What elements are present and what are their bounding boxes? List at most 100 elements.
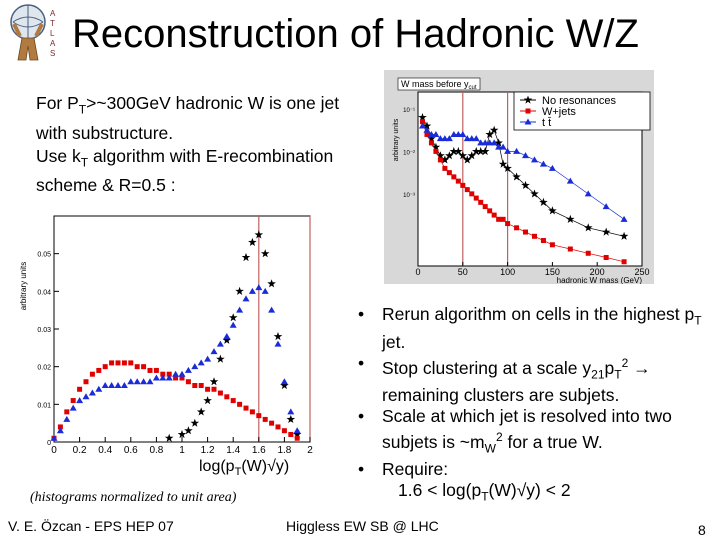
plot1-point <box>262 416 268 422</box>
plot2-point <box>513 147 521 154</box>
plot1-point <box>217 390 223 396</box>
plot2-point <box>472 135 480 142</box>
bullet-1: • Rerun algorithm on cells in the highest… <box>358 304 702 352</box>
plot2-point <box>472 146 481 156</box>
plot2-point <box>463 155 472 164</box>
plot1-point <box>256 413 262 419</box>
plot2-point <box>460 182 466 188</box>
plot1-point <box>56 427 64 434</box>
plot1-point <box>114 382 122 388</box>
plot1-point <box>88 389 96 396</box>
plot2-point <box>503 163 512 172</box>
ysplit-histogram: 0 0.2 0.4 0.6 0.8 1 1.2 1.4 1.6 1.8 2 0 0.01 0.02 0.03… <box>19 215 313 456</box>
plot1-point <box>205 386 211 392</box>
intro-line2: with substructure. <box>36 122 174 143</box>
plot2-point <box>423 126 431 133</box>
plot1-point <box>115 360 121 366</box>
plot2-point <box>468 135 476 142</box>
plot1-point <box>160 371 166 377</box>
plot1-point <box>248 287 256 294</box>
plot1-ytick-label: 0.05 <box>37 252 51 259</box>
plot2-point <box>418 122 426 129</box>
plot1-point <box>294 435 300 441</box>
plot1-point <box>268 306 276 313</box>
plot2-xtick-label: 200 <box>590 267 605 277</box>
plot2-point <box>584 223 593 232</box>
plot2-legend-label: t t̄ <box>542 117 552 129</box>
plot2-legend-marker <box>524 118 532 125</box>
plot2-point <box>486 139 494 146</box>
plot2-point <box>548 206 557 215</box>
plot1-point <box>152 374 160 381</box>
plot2-xlabel: hadronic W mass (GeV) <box>557 276 643 284</box>
plot1-point <box>216 340 224 347</box>
plot1-point <box>209 377 219 386</box>
plot2-point <box>424 131 430 137</box>
plot1-point <box>64 409 70 415</box>
plot1-ytick-label: 0.03 <box>37 327 51 334</box>
plot1-point <box>286 414 296 423</box>
plot1-point <box>204 355 212 362</box>
plot2-point <box>432 130 440 137</box>
plot1-ytick-label: 0 <box>47 440 51 447</box>
plot1-point <box>243 405 249 411</box>
plot1-xtick-label: 1.2 <box>201 445 215 456</box>
plot1-point <box>146 378 154 385</box>
plot2-point <box>540 238 546 244</box>
plot1-point <box>190 418 200 427</box>
plot1-point <box>192 383 198 388</box>
plot1-point <box>133 378 141 385</box>
plot1-point <box>96 367 102 373</box>
plot2-point <box>458 151 468 160</box>
plot1-point <box>224 394 230 400</box>
plot2-point <box>505 221 511 227</box>
plot1-point <box>260 249 270 258</box>
plot2-point <box>451 174 457 180</box>
plot1-xtick-label: 1.8 <box>277 445 291 456</box>
page-number: 8 <box>698 522 706 538</box>
plot2-point <box>566 214 575 223</box>
plot1-point <box>165 374 173 381</box>
plot1-point <box>166 371 172 377</box>
plot1-ylabel: arbitrary units <box>19 262 28 310</box>
plot2-point <box>469 191 475 197</box>
plot2-legend-label: No resonances <box>542 95 616 107</box>
plot1-point <box>89 371 95 377</box>
plot1-point <box>172 370 180 377</box>
plot2-point <box>481 139 489 146</box>
plot2-point <box>436 135 444 142</box>
plot1-ytick-label: 0.02 <box>37 365 51 372</box>
plot1-point <box>127 378 135 385</box>
plot1-point <box>140 378 148 385</box>
plot1-point <box>275 424 281 430</box>
plot2-point <box>495 143 503 150</box>
plot1-point <box>228 313 238 322</box>
plot2-point <box>454 130 462 137</box>
plot1-point <box>211 386 217 392</box>
plot1-point <box>230 398 236 404</box>
plot2-point <box>602 203 610 210</box>
plot1-point <box>141 364 147 370</box>
plot1-point <box>255 284 263 291</box>
plot1-point <box>108 382 116 388</box>
plot2-legend-label: W+jets <box>542 106 576 118</box>
plot1-ytick-label: 0.04 <box>37 289 51 296</box>
plot1-xtick-label: 0 <box>51 445 57 456</box>
plot2-title: W mass before ycut <box>401 79 477 91</box>
plot2-point <box>445 151 454 160</box>
intro-line1b: >~300GeV hadronic W is one jet <box>86 93 340 113</box>
plot1-xtick-label: 1 <box>179 445 185 456</box>
plot2-point <box>446 170 452 176</box>
intro-line4: scheme & R=0.5 : <box>36 175 176 195</box>
plot2-point <box>621 259 627 265</box>
plot2-point <box>539 197 548 206</box>
plot2-point <box>494 138 503 147</box>
plot1-point <box>159 374 167 381</box>
plot2-ytick-label: 10⁻¹ <box>403 108 415 114</box>
plot2-point <box>601 227 611 236</box>
plot1-point <box>223 333 231 340</box>
plot1-point <box>63 415 71 422</box>
plot2-point <box>530 156 538 163</box>
plot1-point <box>281 428 287 434</box>
plot1-point <box>82 393 90 400</box>
